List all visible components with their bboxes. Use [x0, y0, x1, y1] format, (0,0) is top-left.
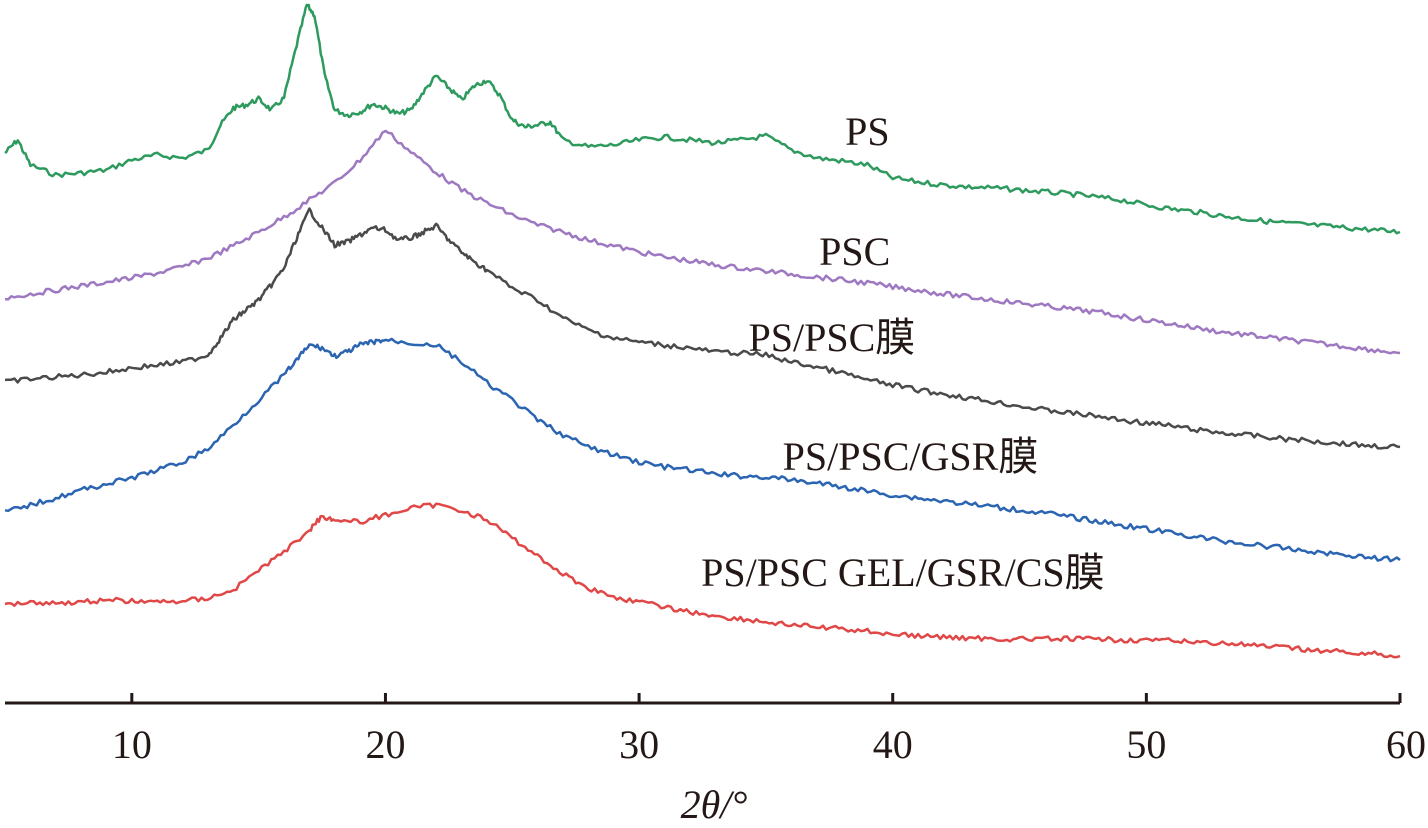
series-layer [4, 3, 1401, 659]
series-label-2: PSC [819, 229, 890, 274]
x-tick-label-20: 20 [365, 722, 405, 767]
series-line-2 [4, 129, 1401, 355]
x-tick-label-50: 50 [1126, 722, 1166, 767]
series-label-5: PS/PSC GEL/GSR/CS膜 [701, 550, 1105, 595]
x-tick-label-10: 10 [112, 722, 152, 767]
series-line-1 [4, 3, 1401, 235]
x-axis-title: 2θ/° [681, 782, 748, 827]
series-label-3: PS/PSC膜 [749, 315, 916, 360]
series-label-4: PS/PSC/GSR膜 [783, 434, 1039, 479]
x-tick-label-40: 40 [873, 722, 913, 767]
x-axis: 10 20 30 40 50 60 [5, 693, 1426, 767]
x-tick-label-60: 60 [1386, 722, 1426, 767]
series-line-5 [4, 502, 1401, 659]
series-line-4 [4, 337, 1401, 563]
x-tick-label-30: 30 [619, 722, 659, 767]
series-line-3 [4, 207, 1401, 450]
series-label-layer: PS PSC PS/PSC膜 PS/PSC/GSR膜 PS/PSC GEL/GSR/CS… [701, 109, 1105, 595]
series-label-1: PS [845, 109, 890, 154]
